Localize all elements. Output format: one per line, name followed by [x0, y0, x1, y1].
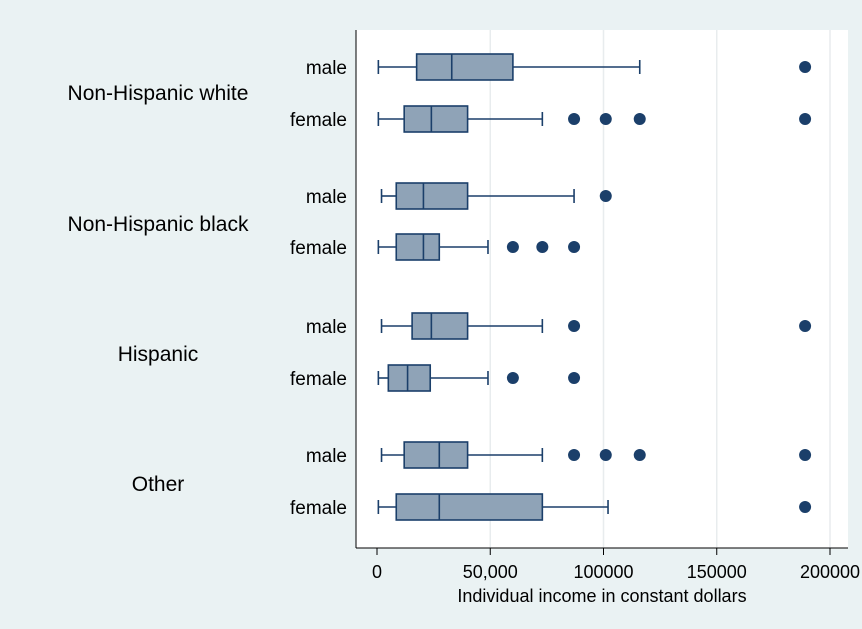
- iqr-box: [395, 493, 544, 521]
- x-tick-label: 200000: [800, 562, 860, 582]
- box-non-hispanic-black-male: [380, 182, 612, 210]
- group-label: Non-Hispanic black: [68, 213, 249, 236]
- box-label: female: [290, 238, 347, 259]
- x-tick-label: 100000: [573, 562, 633, 582]
- iqr-box: [387, 364, 432, 392]
- outlier-point: [633, 449, 646, 461]
- boxes-layer: [377, 53, 812, 521]
- outlier-point: [799, 320, 812, 332]
- box-other-male: [380, 441, 812, 469]
- outlier-point: [568, 113, 581, 125]
- group-label: Hispanic: [118, 343, 199, 366]
- iqr-box: [403, 105, 469, 133]
- outlier-point: [536, 241, 549, 253]
- box-non-hispanic-black-female: [377, 233, 581, 261]
- box-other-female: [377, 493, 812, 521]
- box-label: male: [306, 446, 347, 467]
- outlier-point: [506, 372, 519, 384]
- iqr-box: [411, 312, 469, 340]
- outlier-point: [568, 372, 581, 384]
- outlier-point: [633, 113, 646, 125]
- outlier-point: [799, 449, 812, 461]
- outlier-point: [799, 61, 812, 73]
- outlier-point: [599, 190, 612, 202]
- outlier-point: [568, 241, 581, 253]
- x-axis-ticks: 0 50,000 100000 150000 200000: [372, 548, 860, 582]
- category-labels: Non-Hispanic white male female Non-Hispanic…: [68, 58, 347, 519]
- group-label: Non-Hispanic white: [68, 82, 249, 105]
- outlier-point: [568, 449, 581, 461]
- box-label: male: [306, 58, 347, 79]
- outlier-point: [599, 449, 612, 461]
- outlier-point: [599, 113, 612, 125]
- iqr-box: [403, 441, 469, 469]
- box-non-hispanic-white-female: [377, 105, 812, 133]
- outlier-point: [568, 320, 581, 332]
- outlier-point: [799, 113, 812, 125]
- box-hispanic-male: [380, 312, 812, 340]
- box-label: female: [290, 369, 347, 390]
- outlier-point: [799, 501, 812, 513]
- box-label: female: [290, 498, 347, 519]
- x-tick-label: 0: [372, 562, 382, 582]
- x-tick-label: 150000: [687, 562, 747, 582]
- x-axis-label: Individual income in constant dollars: [457, 586, 746, 606]
- grid-lines: [489, 30, 831, 548]
- box-label: male: [306, 187, 347, 208]
- box-label: female: [290, 110, 347, 131]
- outlier-point: [506, 241, 519, 253]
- box-label: male: [306, 317, 347, 338]
- x-tick-label: 50,000: [463, 562, 518, 582]
- box-non-hispanic-white-male: [377, 53, 812, 81]
- iqr-box: [415, 53, 514, 81]
- group-label: Other: [132, 473, 185, 496]
- iqr-box: [395, 233, 441, 261]
- iqr-box: [395, 182, 469, 210]
- box-hispanic-female: [377, 364, 581, 392]
